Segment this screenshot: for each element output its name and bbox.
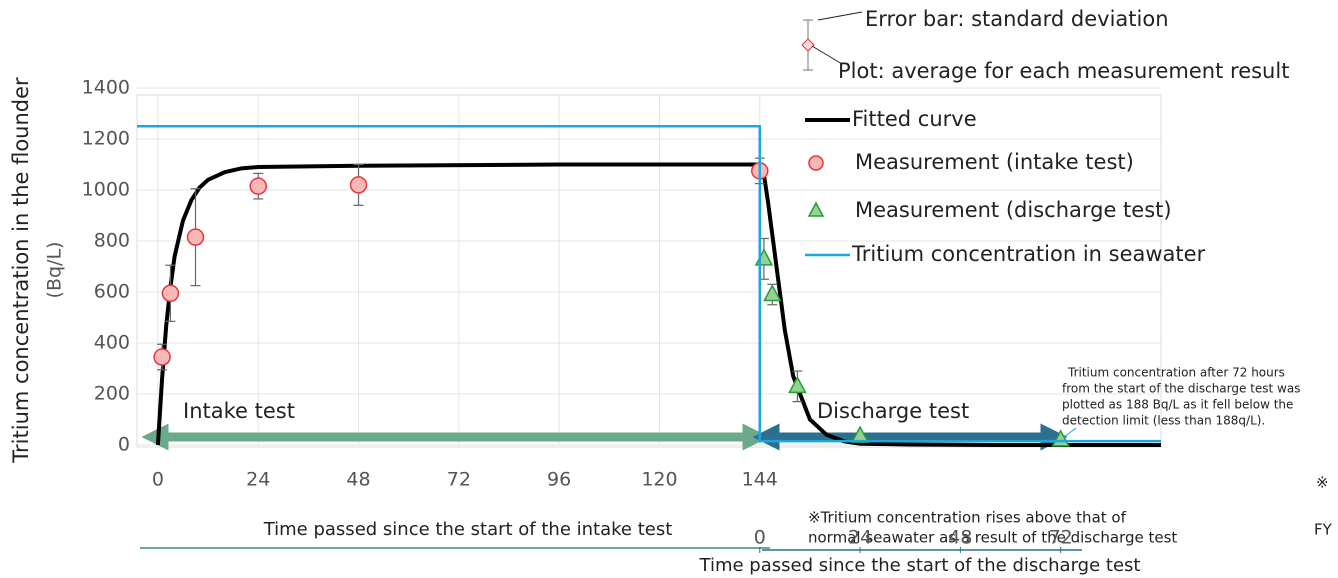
x-tick-label: 120	[641, 469, 677, 491]
annotation: normal seawater as a result of the disch…	[808, 529, 1177, 547]
annotation: detection limit (less than 188q/L).	[1062, 414, 1265, 428]
x2-axis-label: Time passed since the start of the disch…	[699, 555, 1141, 576]
annotation: from the start of the discharge test was	[1062, 382, 1300, 396]
x-tick-label: 96	[547, 469, 571, 491]
point	[249, 177, 267, 195]
legend-label: Tritium concentration in seawater	[851, 242, 1206, 266]
grid	[137, 87, 1161, 446]
leader	[1062, 427, 1077, 439]
annotation: ※Tritium concentration rises above that …	[808, 509, 1127, 527]
x2-tick-label: 24	[848, 527, 872, 549]
point	[754, 248, 774, 266]
annotation: Plot: average for each measurement resul…	[838, 59, 1289, 83]
x-tick-label: 72	[447, 469, 471, 491]
y-axis-label: Tritium concentration in the flounder	[9, 77, 33, 464]
annotation: plotted as 188 Bq/L as it fell below the	[1062, 398, 1293, 412]
x2-tick-label: 72	[1049, 527, 1073, 549]
annotation: Intake test	[183, 399, 295, 423]
y-tick-label: 400	[94, 332, 130, 354]
point	[788, 375, 807, 394]
x-tick-label: 144	[742, 469, 778, 491]
x2-tick-label: 0	[754, 527, 766, 549]
leader	[817, 11, 863, 21]
y-axis-unit: (Bq/L)	[44, 242, 66, 299]
y-tick-label: 0	[118, 434, 130, 456]
y-tick-label: 1200	[82, 128, 130, 150]
series-line	[137, 125, 1161, 443]
point	[763, 283, 782, 302]
point	[153, 348, 171, 366]
legend-label: Measurement (discharge test)	[855, 198, 1172, 222]
x-axis-label: Time passed since the start of the intak…	[263, 519, 673, 540]
x-tick-label: 24	[246, 469, 270, 491]
point	[349, 176, 368, 194]
annotation: ※	[1316, 474, 1329, 492]
y-tick-label: 800	[94, 230, 130, 252]
y-tick-label: 1400	[82, 77, 130, 99]
leader	[811, 45, 843, 65]
x2-tick-label: 48	[948, 527, 972, 549]
annotation: Discharge test	[817, 399, 969, 423]
legend-swatch	[807, 201, 825, 217]
x-tick-label: 48	[346, 469, 370, 491]
legend-label: Measurement (intake test)	[855, 150, 1134, 174]
point	[186, 228, 205, 246]
point	[1051, 429, 1070, 447]
legend-swatch	[808, 155, 824, 171]
annotation: Tritium concentration after 72 hours	[1067, 366, 1285, 380]
point	[161, 284, 180, 303]
series-line	[155, 162, 1161, 447]
legend-label: Fitted curve	[852, 107, 977, 131]
y-tick-label: 1000	[82, 179, 130, 201]
y-tick-label: 200	[94, 383, 130, 405]
y-tick-label: 600	[94, 281, 130, 303]
annotation: FY	[1314, 521, 1333, 539]
marks	[137, 125, 1161, 447]
legend-plot-marker	[801, 38, 815, 52]
annotation: Error bar: standard deviation	[865, 7, 1169, 31]
x-tick-label: 0	[152, 469, 164, 491]
